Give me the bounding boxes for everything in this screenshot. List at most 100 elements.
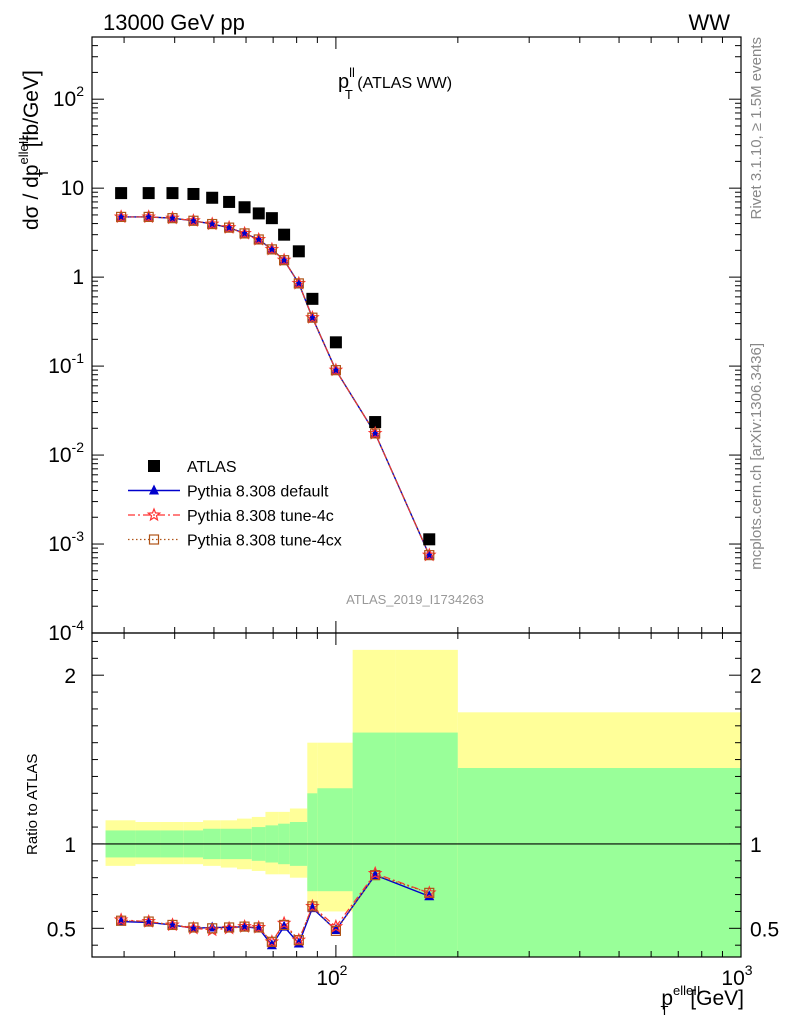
y-tick-label: 10-1 [48, 350, 84, 378]
ratio-band-inner [395, 732, 458, 957]
x-tick-label: 103 [721, 962, 752, 990]
side-text-mcplots: mcplots.cern.ch [arXiv:1306.3436] [748, 343, 765, 570]
axis-ticks: 10-4 10-3 10-2 10-1 1 10 102 0.5 0.5 1 1 2 2 102 103 [47, 36, 779, 990]
ratio-y-tick-label-right: 1 [750, 834, 762, 857]
legend: ATLAS Pythia 8.308 default Pythia 8.308 tu… [128, 459, 342, 550]
series-point [330, 365, 341, 376]
ratio-series-point [207, 923, 218, 934]
series-point [370, 428, 381, 439]
legend-marker [149, 484, 159, 495]
series-point [224, 222, 235, 233]
y-tick-label: 10-3 [48, 528, 84, 556]
legend-marker [148, 534, 160, 545]
atlas-data-point [423, 533, 436, 546]
ratio-y-axis-label: Ratio to ATLAS [24, 754, 41, 855]
y-tick-label: 10-2 [48, 439, 84, 467]
ratio-series-point [266, 936, 277, 947]
ratio-series-point [307, 901, 318, 912]
atlas-data-point [206, 191, 219, 204]
series-point [188, 215, 199, 226]
plot-title-main: p [338, 71, 349, 93]
ratio-series-point [293, 935, 304, 946]
ratio-series-point [370, 870, 381, 881]
series-line [121, 216, 430, 556]
plot-title: pll T (ATLAS WW) [338, 65, 452, 102]
ratio-series-point [328, 918, 344, 933]
ratio-series-point [279, 919, 290, 931]
ratio-band-inner [352, 732, 396, 957]
ratio-y-tick-label-left: 2 [64, 665, 76, 688]
side-text-rivet: Rivet 3.1.10, ≥ 1.5M events [748, 37, 765, 220]
ratio-series-markers [113, 865, 437, 950]
ratio-series-point [224, 922, 235, 933]
legend-label: Pythia 8.308 tune-4c [187, 508, 334, 525]
plot-title-rest: (ATLAS WW) [353, 75, 452, 92]
ratio-y-tick-label-left: 1 [64, 834, 76, 857]
atlas-data-point [306, 292, 319, 305]
atlas-data-point [142, 187, 155, 200]
series-point [279, 255, 290, 266]
ratio-series-point [188, 922, 199, 933]
series-point [307, 312, 318, 323]
ratio-x-axis-label: pelleII T [GeV] [661, 983, 744, 1018]
series-point [143, 211, 154, 223]
y-tick-label: 102 [53, 83, 84, 111]
series-point [253, 234, 264, 245]
ratio-uncertainty-bands [105, 649, 741, 957]
header-right: WW [688, 10, 730, 35]
atlas-data-point [329, 336, 342, 349]
atlas-data-point [187, 187, 200, 200]
ratio-y-tick-label-right: 0.5 [750, 918, 779, 941]
ratio-plot-frame [91, 632, 742, 958]
series-point [207, 218, 218, 230]
atlas-data-point [238, 201, 251, 214]
watermark: ATLAS_2019_I1734263 [346, 592, 484, 607]
series-point [266, 244, 277, 255]
series-point [424, 550, 435, 561]
atlas-data-point [252, 207, 265, 220]
series-point [116, 211, 127, 223]
legend-atlas-marker [148, 460, 160, 472]
main-y-axis-label: dσ / dpelleIIT [fb/GeV] [16, 70, 51, 230]
ratio-series-point [143, 916, 154, 927]
series-line [121, 216, 430, 556]
main-series-markers [113, 187, 437, 562]
ratio-band-inner [317, 788, 353, 892]
ratio-band-inner [307, 793, 318, 892]
atlas-data-point [278, 228, 291, 241]
series-line [121, 216, 430, 556]
plot-title-sub: T [345, 87, 353, 102]
ratio-y-tick-label-left: 0.5 [47, 918, 76, 941]
atlas-data-point [166, 187, 179, 200]
ratio-series-point [424, 887, 435, 898]
plot-title-sup: ll [349, 65, 355, 80]
series-point [167, 213, 178, 224]
ratio-y-tick-label-right: 2 [750, 665, 762, 688]
y-tick-label: 10-4 [48, 617, 84, 645]
header-left: 13000 GeV pp [103, 10, 245, 35]
atlas-data-point [115, 187, 128, 200]
plot-frames [91, 36, 742, 958]
y-tick-label: 1 [72, 266, 84, 289]
ratio-band-inner [457, 768, 741, 957]
atlas-data-point [265, 212, 278, 225]
legend-label: Pythia 8.308 default [187, 484, 329, 501]
atlas-data-point [292, 245, 305, 258]
legend-label: Pythia 8.308 tune-4cx [187, 533, 342, 550]
legend-marker [146, 507, 162, 522]
legend-label: ATLAS [187, 459, 237, 476]
ratio-series-point [167, 919, 178, 931]
series-point [239, 228, 250, 239]
atlas-data-point [223, 195, 236, 208]
y-tick-label: 10 [61, 177, 84, 200]
ratio-series-point [330, 925, 341, 936]
series-point [293, 278, 304, 289]
ratio-series-point [116, 915, 127, 926]
main-series-lines [121, 216, 430, 556]
atlas-data-point [369, 416, 382, 429]
x-tick-label: 102 [316, 962, 347, 990]
ratio-series-point [253, 922, 264, 933]
ratio-series-point [207, 921, 218, 932]
ratio-series-point [239, 921, 250, 932]
